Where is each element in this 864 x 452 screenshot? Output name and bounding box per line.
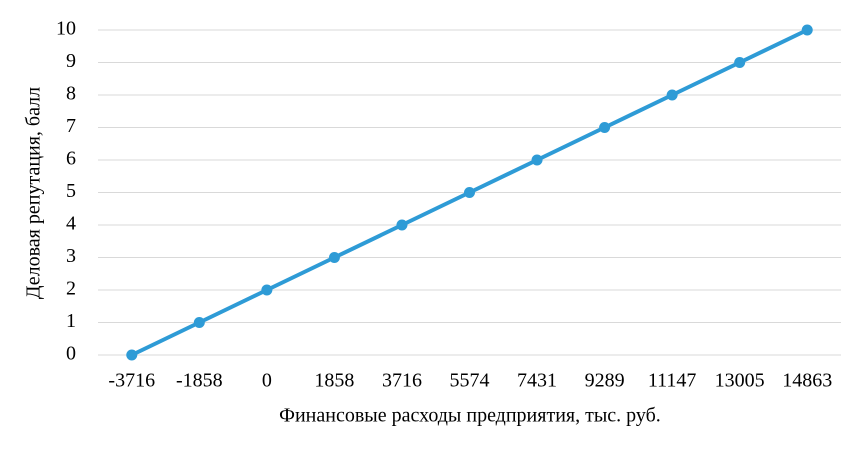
x-tick-label: 0 <box>262 370 272 392</box>
y-tick-label: 6 <box>66 148 76 170</box>
x-tick-label: 1858 <box>314 370 354 392</box>
data-point <box>531 154 543 166</box>
data-point <box>734 57 746 68</box>
data-point <box>261 284 273 296</box>
y-tick-label: 7 <box>66 115 76 137</box>
y-tick-label: 2 <box>66 278 76 300</box>
x-tick-label: 7431 <box>517 370 557 392</box>
data-point <box>193 317 205 328</box>
x-tick-label: -1858 <box>176 370 223 392</box>
x-axis-label: Финансовые расходы предприятия, тыс. руб… <box>279 405 661 427</box>
y-tick-label: 4 <box>66 213 76 235</box>
data-point <box>801 24 813 36</box>
y-tick-label: 3 <box>66 245 76 267</box>
x-tick-label: 9289 <box>585 370 625 392</box>
y-tick-label: 0 <box>66 343 76 365</box>
data-point <box>599 122 611 133</box>
data-point <box>328 252 340 263</box>
data-point <box>464 187 475 198</box>
x-tick-label: 11147 <box>648 370 697 392</box>
y-tick-label: 10 <box>56 18 76 40</box>
y-tick-label: 9 <box>66 50 76 72</box>
data-point <box>666 89 678 101</box>
x-tick-label: 13005 <box>715 370 765 392</box>
x-tick-label: 5574 <box>450 370 490 392</box>
y-axis-label: Деловая репутация, балл <box>23 87 45 299</box>
x-tick-label: 14863 <box>782 370 832 392</box>
y-tick-label: 5 <box>66 180 76 202</box>
data-point <box>396 219 408 231</box>
x-tick-label: 3716 <box>382 370 422 392</box>
y-tick-label: 1 <box>66 310 76 332</box>
data-point <box>126 349 138 361</box>
y-tick-label: 8 <box>66 83 76 105</box>
x-tick-label: -3716 <box>108 370 155 392</box>
